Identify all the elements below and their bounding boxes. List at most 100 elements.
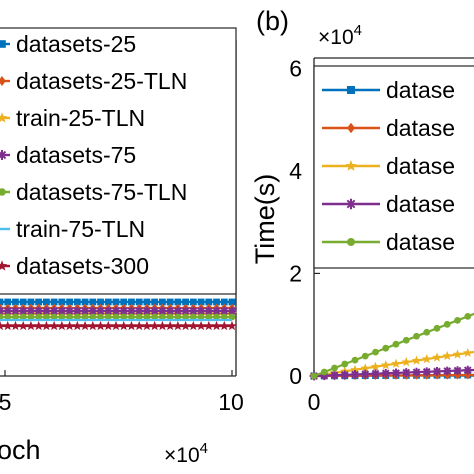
- panel-a-series-marker: [103, 320, 114, 331]
- panel-b-series-marker: [381, 368, 391, 378]
- panel-a-series-marker: [49, 320, 59, 331]
- panel-b-legend-label: datase: [386, 191, 455, 217]
- panel-b-series-marker: [350, 364, 360, 374]
- panel-a-series-marker: [33, 320, 44, 331]
- panel-b-series-marker: [360, 369, 370, 379]
- panel-a-series-marker: [26, 320, 36, 331]
- panel-b-series-marker: [401, 357, 412, 367]
- panel-a-series-marker: [157, 320, 168, 331]
- panel-b-series-marker: [351, 356, 359, 364]
- panel-b-series-marker: [442, 350, 453, 361]
- panel-a-legend-marker: [0, 188, 6, 196]
- panel-b-series-marker: [370, 361, 381, 371]
- panel-a-series-marker: [213, 313, 220, 321]
- panel-a-series-marker: [80, 306, 90, 316]
- panel-a-series-marker: [143, 298, 151, 306]
- panel-a-series-marker: [0, 320, 5, 331]
- panel-a-series-marker: [120, 313, 128, 321]
- panel-a-series-marker: [81, 298, 89, 306]
- panel-b-series-marker: [454, 370, 461, 380]
- panel-a-series-marker: [142, 306, 152, 316]
- panel-a-series-marker: [159, 313, 166, 321]
- panel-b-series-marker: [392, 340, 400, 348]
- panel-b-legend-marker: [345, 198, 357, 210]
- panel-a-series-marker: [120, 298, 128, 306]
- panel-b-series-marker: [320, 368, 328, 376]
- panel-a-series-marker: [119, 306, 129, 316]
- panel-b-label: (b): [256, 6, 289, 36]
- panel-a-series-marker: [135, 313, 143, 321]
- panel-a-series-marker: [228, 313, 236, 321]
- panel-a-series-marker: [58, 298, 66, 306]
- panel-a-series-marker: [88, 306, 98, 316]
- panel-b-series-marker: [401, 368, 411, 377]
- panel-a-series-marker: [159, 298, 166, 306]
- panel-b-series-marker: [371, 369, 380, 379]
- panel-b-series-marker: [433, 324, 441, 332]
- panel-a-series-marker: [50, 298, 58, 306]
- panel-b-series-marker: [421, 353, 432, 364]
- panel-b-legend-label: datase: [386, 115, 455, 141]
- panel-a-series-marker: [118, 320, 129, 331]
- panel-b-series-marker: [432, 352, 442, 362]
- panel-b-series-marker: [340, 370, 350, 380]
- panel-a-series: [0, 298, 237, 331]
- panel-a-series-marker: [128, 313, 135, 321]
- panel-b-legend-label: datase: [386, 229, 455, 255]
- panel-a-series-marker: [57, 306, 67, 316]
- panel-a-series-marker: [227, 320, 237, 331]
- panel-a-series-marker: [165, 320, 175, 331]
- panel-b-legend-entry: datase: [322, 229, 455, 255]
- panel-b-series-marker: [413, 332, 420, 340]
- panel-a-series-marker: [96, 306, 105, 316]
- panel-a-series-marker: [43, 313, 50, 321]
- panel-a-series-marker: [211, 320, 222, 331]
- panel-a-legend-label: datasets-25: [16, 31, 136, 57]
- panel-b-y-exponent-power: 4: [354, 22, 362, 39]
- panel-a-series-marker: [181, 306, 191, 316]
- panel-b-series-marker: [382, 344, 390, 352]
- panel-b-series-marker: [411, 355, 422, 365]
- panel-a-series-marker: [165, 306, 175, 316]
- panel-a-series-marker: [219, 306, 229, 316]
- panel-a-series-marker: [188, 306, 198, 316]
- panel-a-series-marker: [43, 298, 50, 306]
- panel-a-legend-label: datasets-300: [16, 253, 149, 279]
- panel-b-y-axis-label: Time(s): [250, 174, 280, 264]
- panel-b-series-marker: [319, 371, 329, 381]
- panel-b-y-tick-label: 0: [289, 363, 302, 389]
- panel-a-legend: datasets-25 datasets-25-TLN train-25-TLN da…: [0, 27, 237, 295]
- panel-a-series-marker: [151, 298, 159, 306]
- panel-b-series-line: [313, 350, 474, 378]
- panel-a-series-marker: [89, 298, 97, 306]
- panel-a-series-marker: [41, 320, 52, 331]
- panel-a-series-marker: [26, 306, 36, 316]
- panel-a-series-marker: [64, 320, 75, 331]
- panel-a-series-marker: [188, 320, 199, 331]
- panel-a-series-marker: [204, 306, 214, 316]
- panel-a-series-marker: [104, 298, 112, 306]
- panel-a-series-marker: [0, 298, 4, 306]
- panel-a-series-marker: [27, 298, 35, 306]
- panel-a-legend-label: train-75-TLN: [16, 216, 145, 242]
- panel-b-series-marker: [380, 360, 391, 370]
- panel-a-legend-entry: datasets-300: [0, 253, 149, 279]
- panel-b-series-marker: [422, 367, 432, 377]
- panel-a-series-marker: [19, 298, 27, 306]
- panel-a-series-marker: [65, 306, 75, 316]
- panel-b-series-marker: [372, 348, 379, 356]
- panel-a-series-marker: [212, 306, 221, 316]
- panel-b-series-marker: [391, 368, 401, 378]
- panel-b-y-exponent: ×104: [318, 22, 362, 49]
- panel-b-y-tick-label: 6: [289, 55, 302, 81]
- panel-a-series-marker: [151, 313, 159, 321]
- panel-a-x-tick-label-10: 10: [218, 389, 244, 415]
- panel-a-series-5: [0, 313, 236, 321]
- panel-a-series-marker: [58, 313, 66, 321]
- panel-a-series-marker: [112, 298, 120, 306]
- panel-a-series-marker: [189, 313, 197, 321]
- panel-b-series: [309, 312, 474, 381]
- panel-a-series-marker: [57, 320, 67, 331]
